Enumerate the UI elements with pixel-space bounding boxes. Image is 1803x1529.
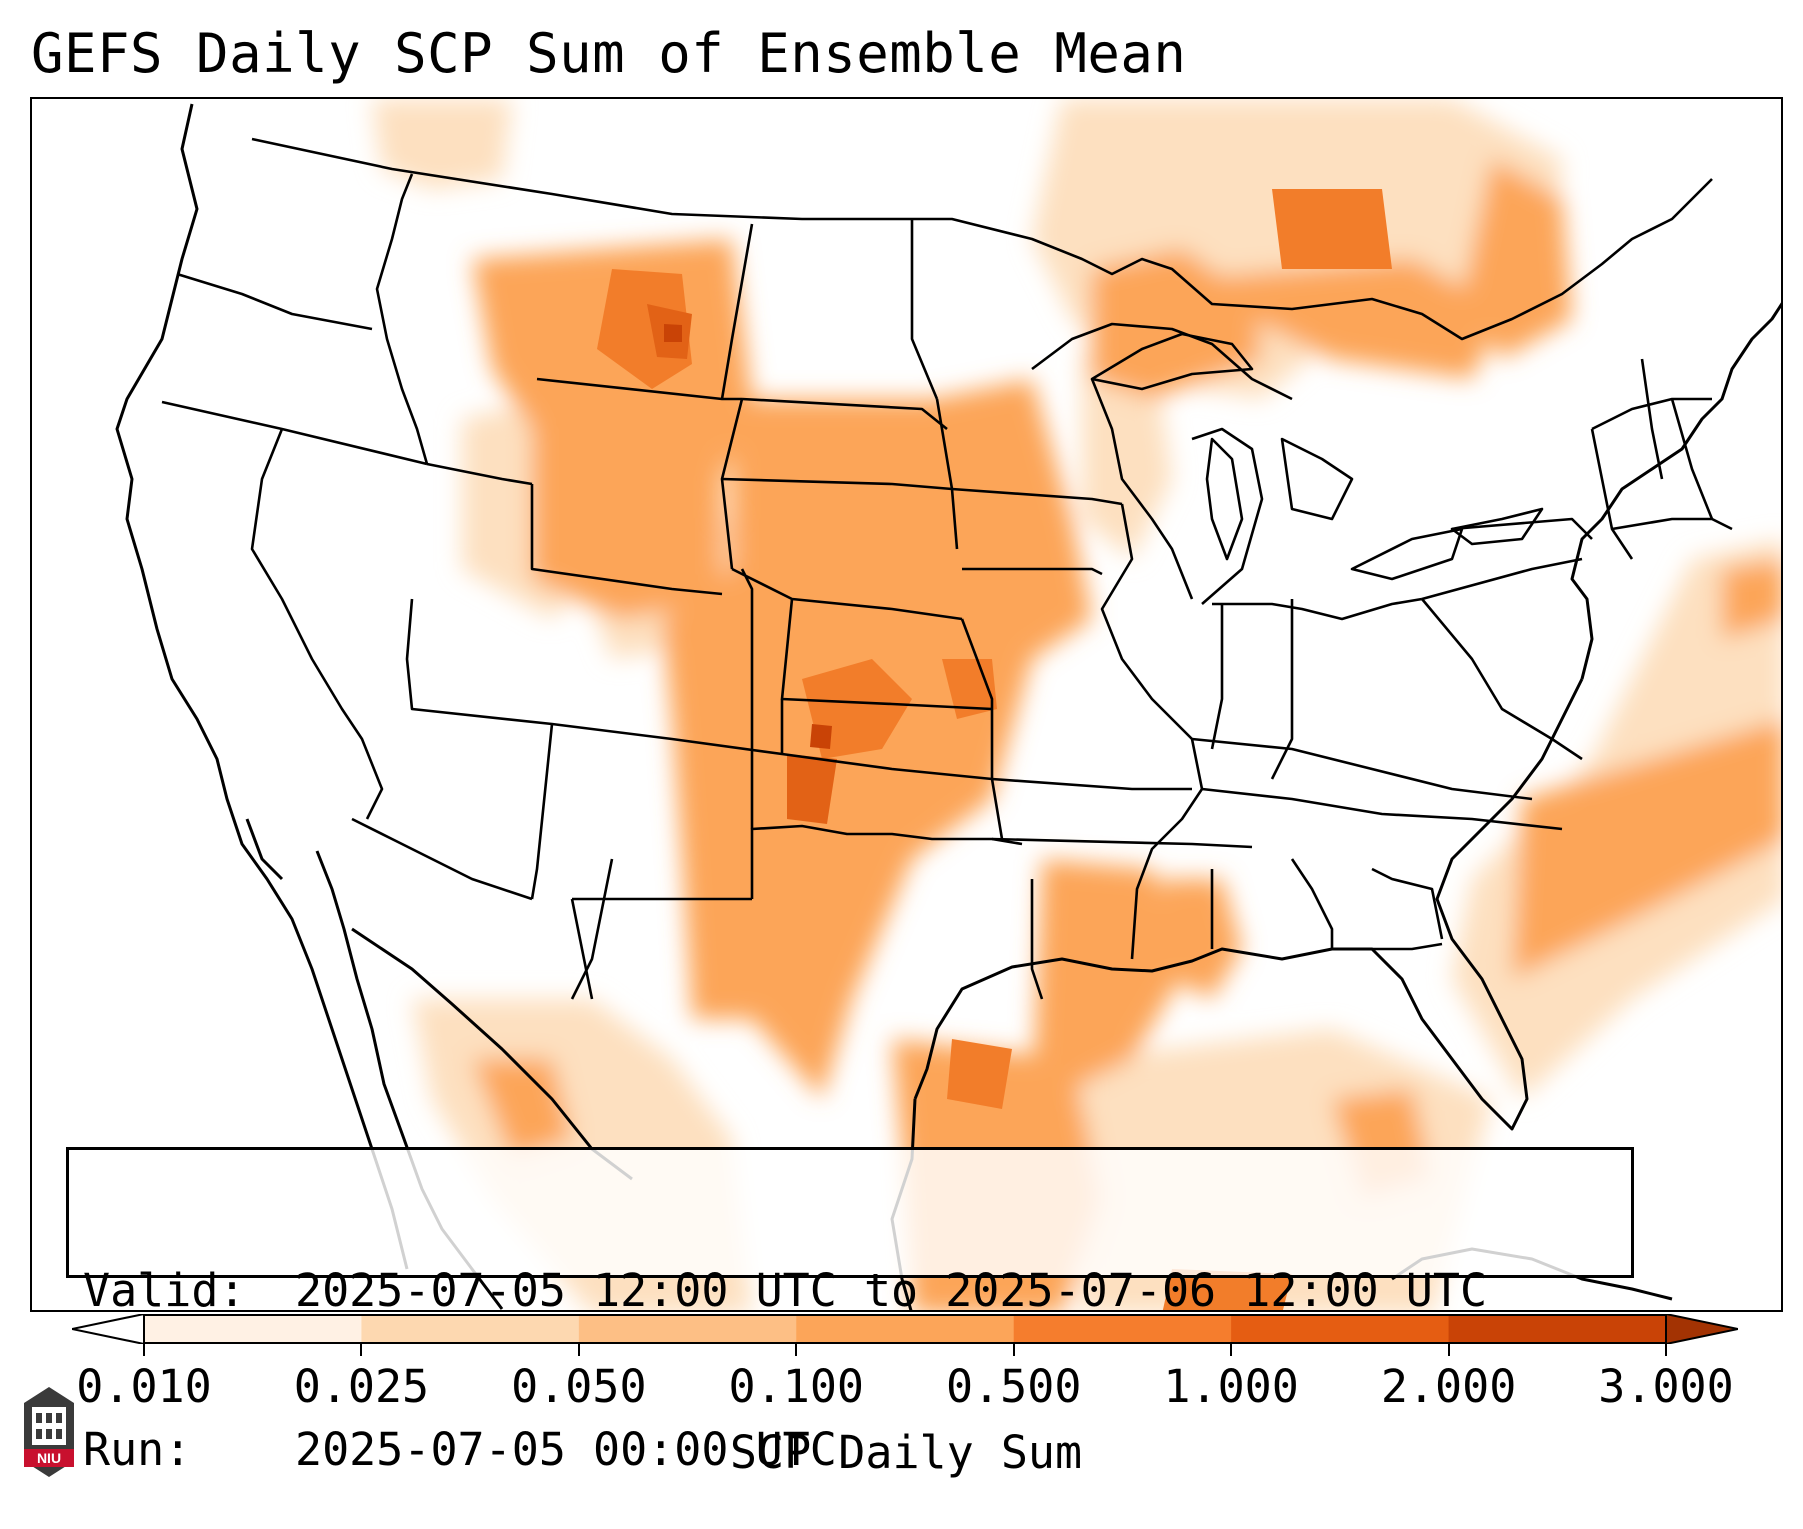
colorbar-swatch (361, 1314, 579, 1344)
colorbar-swatch (1014, 1314, 1232, 1344)
colorbar-swatch (579, 1314, 797, 1344)
colorbar-swatch (144, 1314, 362, 1344)
colorbar-over-triangle (1666, 1314, 1738, 1344)
scp-core (1272, 189, 1392, 269)
colorbar-tick-label: 1.000 (1163, 1360, 1298, 1413)
colorbar-swatch (1449, 1314, 1667, 1344)
colorbar-tick-mark (360, 1344, 362, 1356)
map-title: GEFS Daily SCP Sum of Ensemble Mean (31, 22, 1186, 85)
colorbar-tick-label: 0.500 (946, 1360, 1081, 1413)
valid-value: 2025-07-05 12:00 UTC to 2025-07-06 12:00… (295, 1264, 1487, 1317)
colorbar-tick-label: 0.050 (511, 1360, 646, 1413)
colorbar-tick-label: 0.010 (76, 1360, 211, 1413)
svg-text:NIU: NIU (37, 1450, 61, 1466)
valid-time-box: Valid: 2025-07-05 12:00 UTC to 2025-07-06… (66, 1147, 1634, 1278)
colorbar-swatches (72, 1314, 1738, 1344)
colorbar-tick-mark (143, 1344, 145, 1356)
colorbar-tick-mark (1230, 1344, 1232, 1356)
map-canvas (32, 99, 1783, 1312)
colorbar-tick-label: 2.000 (1381, 1360, 1516, 1413)
map-panel (30, 97, 1783, 1312)
valid-label: Valid: (83, 1264, 295, 1317)
scp-core (664, 324, 682, 342)
colorbar-tick-mark (795, 1344, 797, 1356)
colorbar-tick-label: 0.100 (729, 1360, 864, 1413)
scp-core (810, 724, 832, 749)
colorbar-tick-mark (1665, 1344, 1667, 1356)
niu-logo: NIU (20, 1383, 78, 1481)
colorbar-tick-mark (1013, 1344, 1015, 1356)
scp-core (947, 1039, 1012, 1109)
colorbar-swatch (796, 1314, 1014, 1344)
run-label: Run: (83, 1423, 295, 1476)
colorbar-tick-mark (1448, 1344, 1450, 1356)
colorbar-tick-label: 3.000 (1598, 1360, 1733, 1413)
colorbar-swatch (1231, 1314, 1449, 1344)
valid-line: Valid: 2025-07-05 12:00 UTC to 2025-07-06… (83, 1264, 1617, 1317)
colorbar-tick-mark (578, 1344, 580, 1356)
colorbar-label: SCP Daily Sum (730, 1426, 1082, 1479)
scp-shading (372, 99, 1783, 1312)
colorbar-under-triangle (72, 1314, 144, 1344)
colorbar-tick-label: 0.025 (294, 1360, 429, 1413)
colorbar (72, 1314, 1738, 1354)
